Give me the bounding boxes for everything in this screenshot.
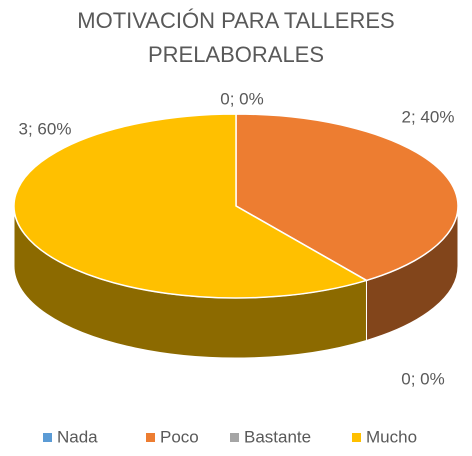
- legend-label: Poco: [160, 427, 199, 446]
- data-label: 0; 0%: [220, 89, 263, 108]
- data-label: 3; 60%: [19, 119, 72, 138]
- legend-marker: [230, 433, 239, 442]
- slice: [13, 113, 369, 299]
- data-label: 2; 40%: [402, 107, 455, 126]
- chart-title: PRELABORALES: [148, 42, 324, 67]
- legend-label: Nada: [57, 427, 98, 446]
- data-label: 0; 0%: [401, 369, 444, 388]
- legend-marker: [146, 433, 155, 442]
- legend-marker: [352, 433, 361, 442]
- chart-title: MOTIVACIÓN PARA TALLERES: [77, 8, 394, 33]
- legend-label: Bastante: [244, 427, 311, 446]
- legend-label: Mucho: [366, 427, 417, 446]
- slice: [235, 113, 459, 282]
- legend-marker: [43, 433, 52, 442]
